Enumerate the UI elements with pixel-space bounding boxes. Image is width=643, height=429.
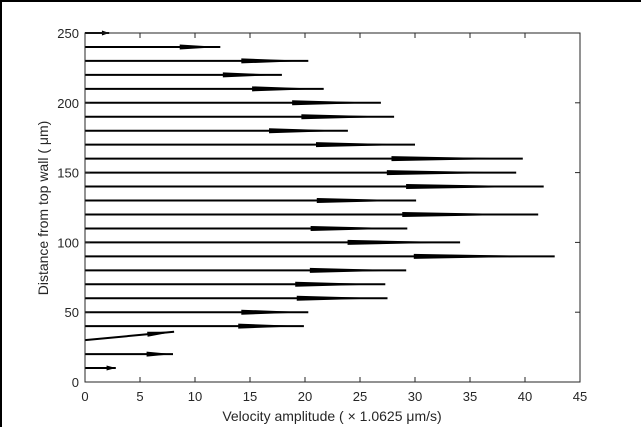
- y-tick-label: 250: [57, 26, 79, 41]
- arrow-head: [296, 295, 388, 301]
- x-tick-label: 35: [463, 389, 477, 404]
- x-tick-label: 30: [408, 389, 422, 404]
- x-tick-label: 0: [81, 389, 88, 404]
- arrow-head: [295, 281, 386, 287]
- arrow-head: [241, 58, 309, 64]
- arrow-head: [413, 253, 555, 259]
- y-tick-label: 200: [57, 96, 79, 111]
- arrow-head: [222, 72, 282, 78]
- arrow-head: [292, 100, 381, 106]
- arrow-head: [316, 142, 415, 148]
- x-tick-label: 5: [136, 389, 143, 404]
- arrow-group: [84, 30, 555, 371]
- arrow-head: [316, 198, 417, 204]
- arrow-head: [106, 365, 116, 371]
- arrow-head: [347, 239, 461, 245]
- x-tick-label: 10: [188, 389, 202, 404]
- arrow-head: [309, 267, 407, 273]
- arrow-head: [402, 211, 539, 217]
- arrow-head: [146, 351, 173, 357]
- arrow-head: [179, 44, 221, 50]
- arrow-head: [391, 156, 523, 162]
- arrow-head: [406, 184, 544, 190]
- x-tick-label: 45: [573, 389, 587, 404]
- x-tick-label: 15: [243, 389, 257, 404]
- plot-area-border: [84, 32, 581, 383]
- arrow-head: [252, 86, 324, 92]
- x-tick-label: 25: [353, 389, 367, 404]
- arrow-head: [241, 309, 309, 315]
- arrow-head: [269, 128, 348, 134]
- arrow-head: [147, 331, 175, 337]
- x-tick-label: 20: [298, 389, 312, 404]
- y-axis-label: Distance from top wall ( μm): [35, 121, 51, 296]
- y-tick-label: 0: [72, 375, 79, 390]
- y-tick-label: 50: [65, 305, 79, 320]
- y-axis-ticks: 0 50 100 150 200 250: [57, 26, 580, 390]
- y-tick-label: 100: [57, 235, 79, 250]
- x-axis-ticks: 0 5 10 15 20 25 30 35 40 45: [81, 33, 587, 404]
- arrow-head: [386, 170, 517, 176]
- arrow-head: [301, 114, 395, 120]
- arrow-head: [238, 323, 304, 329]
- y-tick-label: 150: [57, 166, 79, 181]
- x-axis-label: Velocity amplitude ( × 1.0625 μm/s): [222, 408, 441, 424]
- x-tick-label: 40: [518, 389, 532, 404]
- arrow-head: [310, 225, 408, 231]
